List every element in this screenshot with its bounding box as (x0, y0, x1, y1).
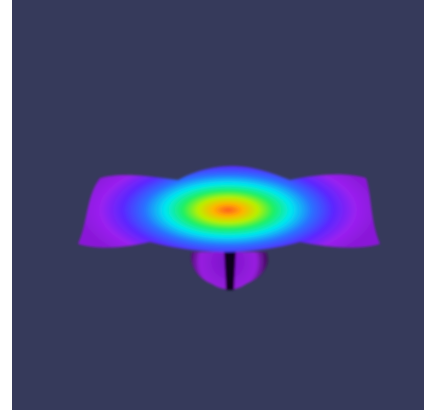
wing-surface (78, 166, 380, 252)
rendered-surface (78, 166, 380, 290)
lower-stripe (224, 250, 236, 290)
